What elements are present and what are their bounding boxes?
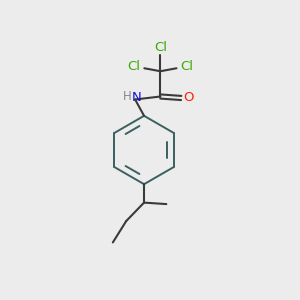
Text: O: O [183,92,194,104]
Text: Cl: Cl [154,41,167,54]
Text: Cl: Cl [127,60,140,73]
Text: H: H [123,90,132,103]
Text: N: N [132,91,142,103]
Text: Cl: Cl [181,60,194,73]
